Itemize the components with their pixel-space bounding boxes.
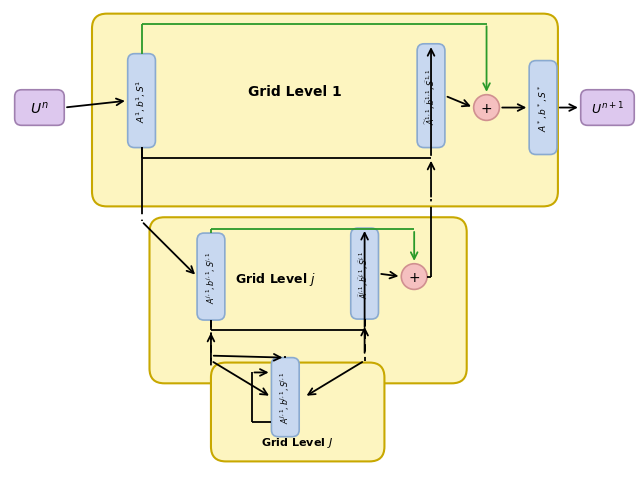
Circle shape	[474, 96, 499, 121]
FancyBboxPatch shape	[529, 61, 557, 155]
FancyBboxPatch shape	[150, 218, 467, 384]
Text: $A^*, b^*, S^*$: $A^*, b^*, S^*$	[536, 84, 550, 132]
Text: $A^1, b^1, S^1$: $A^1, b^1, S^1$	[135, 80, 148, 123]
Text: Grid Level 1: Grid Level 1	[248, 84, 342, 98]
FancyBboxPatch shape	[271, 358, 299, 437]
Text: $\widetilde{A}^{j,1}, \widetilde{b}^{j,1}, \widetilde{S}^{j,1}$: $\widetilde{A}^{j,1}, \widetilde{b}^{j,1…	[358, 250, 371, 298]
FancyBboxPatch shape	[197, 234, 225, 320]
Text: +: +	[408, 270, 420, 284]
Text: $U^{n+1}$: $U^{n+1}$	[591, 100, 624, 117]
FancyBboxPatch shape	[351, 228, 378, 319]
Text: $U^n$: $U^n$	[30, 100, 49, 116]
Text: $A^{j,1}, b^{j,1}, S^{j,1}$: $A^{j,1}, b^{j,1}, S^{j,1}$	[204, 251, 218, 303]
FancyBboxPatch shape	[92, 14, 558, 207]
Circle shape	[401, 264, 427, 290]
FancyBboxPatch shape	[580, 91, 634, 126]
FancyBboxPatch shape	[15, 91, 64, 126]
Text: $A^{J,1}, b^{J,1}, S^{J,1}$: $A^{J,1}, b^{J,1}, S^{J,1}$	[278, 371, 292, 423]
Text: $\widetilde{A}^{1,1}, \widetilde{b}^{1,1}, \widetilde{S}^{1,1}$: $\widetilde{A}^{1,1}, \widetilde{b}^{1,1…	[424, 68, 438, 125]
Text: Grid Level $j$: Grid Level $j$	[235, 271, 316, 288]
Text: +: +	[481, 101, 492, 115]
FancyBboxPatch shape	[211, 363, 385, 461]
FancyBboxPatch shape	[128, 55, 156, 148]
Text: Grid Level $J$: Grid Level $J$	[261, 435, 333, 449]
FancyBboxPatch shape	[417, 45, 445, 148]
